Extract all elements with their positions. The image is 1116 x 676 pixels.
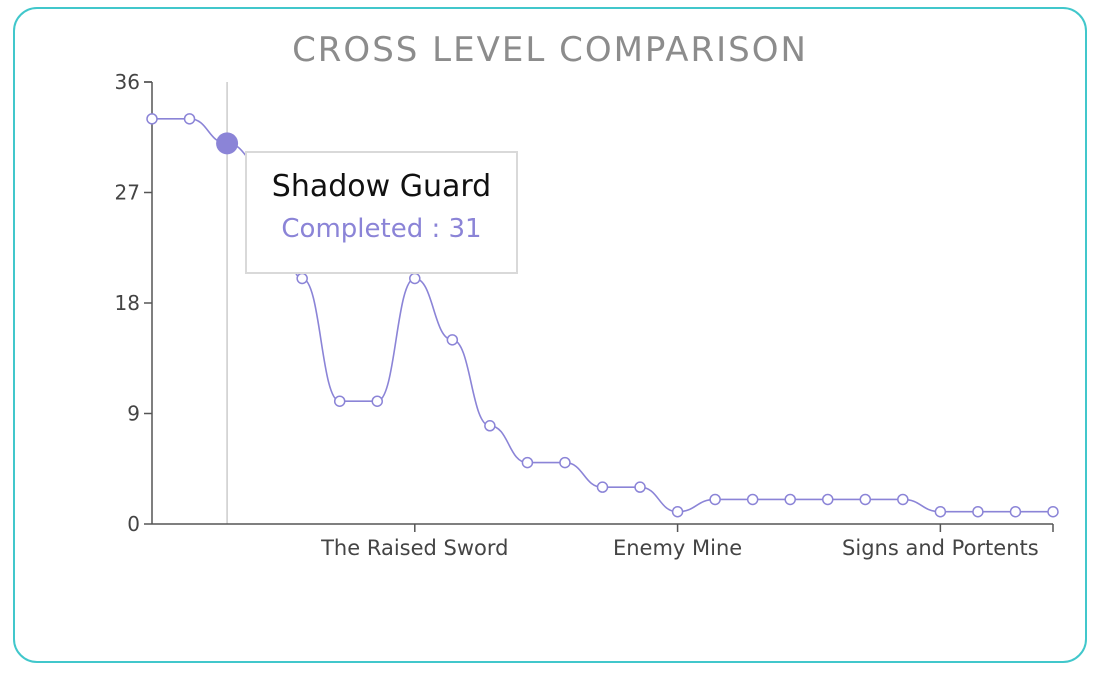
data-point: [1047, 505, 1059, 518]
data-point: [146, 113, 158, 125]
chart-title: CROSS LEVEL COMPARISON: [292, 30, 808, 70]
data-point: [183, 113, 196, 125]
data-point: [822, 493, 834, 506]
y-tick-label: 18: [115, 291, 140, 315]
y-tick-label: 27: [115, 181, 140, 205]
data-point: [934, 505, 947, 518]
tooltip-label: Completed: [281, 214, 424, 244]
data-point: [521, 456, 534, 469]
tooltip-value: 31: [448, 214, 482, 244]
data-point: [296, 272, 308, 285]
x-tick-label: Enemy Mine: [613, 536, 742, 560]
data-point: [333, 395, 346, 407]
data-point: [671, 505, 684, 518]
tooltip-separator: :: [423, 214, 449, 244]
y-tick-label: 9: [127, 402, 140, 426]
data-point: [371, 395, 383, 407]
data-point: [1009, 505, 1022, 518]
tooltip: Shadow Guard Completed : 31: [245, 151, 518, 274]
data-point: [409, 272, 421, 285]
data-point: [446, 334, 459, 346]
data-point: [972, 505, 984, 518]
data-point: [484, 420, 496, 432]
tooltip-title: Shadow Guard: [271, 169, 492, 204]
highlighted-data-point: [216, 132, 239, 155]
data-point: [784, 493, 796, 506]
y-tick-label: 36: [115, 70, 140, 94]
x-tick-label: The Raised Sword: [320, 536, 508, 560]
data-point: [559, 456, 571, 469]
x-tick-label: Signs and Portents: [842, 536, 1039, 560]
data-point: [746, 493, 759, 506]
data-point: [596, 481, 609, 493]
data-point: [897, 493, 909, 506]
data-point: [634, 481, 646, 493]
y-tick-label: 0: [127, 512, 140, 536]
tooltip-value-line: Completed : 31: [247, 214, 516, 244]
data-point: [709, 493, 721, 506]
data-point: [859, 493, 872, 506]
